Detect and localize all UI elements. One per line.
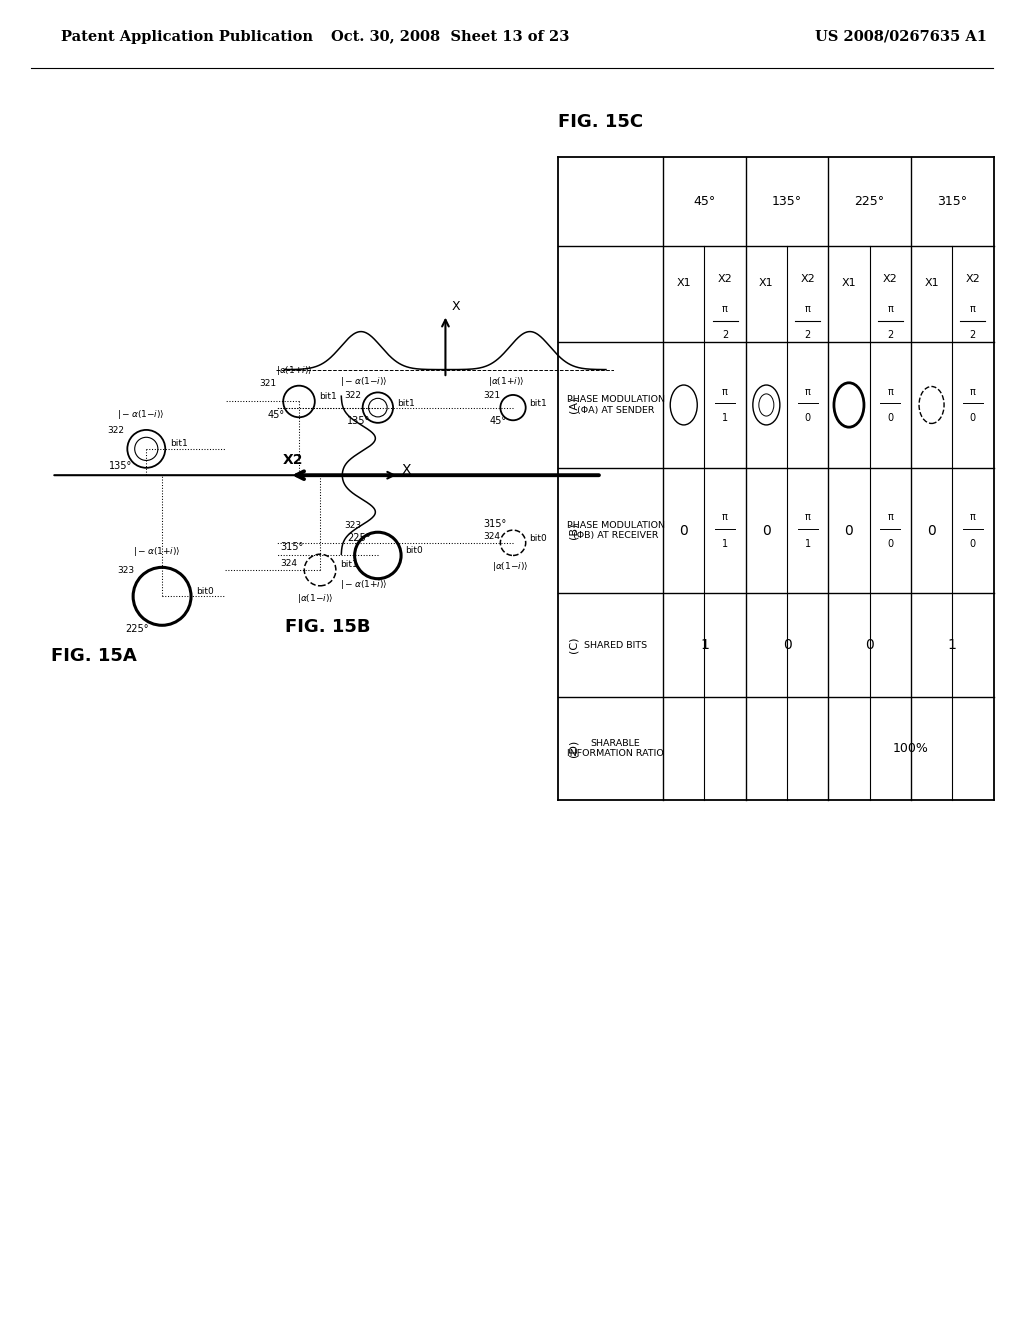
Text: PHASE MODULATION
(ΦB) AT RECEIVER: PHASE MODULATION (ΦB) AT RECEIVER <box>566 521 665 540</box>
Text: 225°: 225° <box>855 195 885 209</box>
Text: 315°: 315° <box>937 195 968 209</box>
Text: 0: 0 <box>805 413 811 424</box>
Text: π: π <box>970 387 976 397</box>
Text: SHARABLE
INFORMATION RATIO: SHARABLE INFORMATION RATIO <box>567 739 664 759</box>
Text: $|-\alpha(1{+}i)\rangle$: $|-\alpha(1{+}i)\rangle$ <box>133 545 180 558</box>
Text: 0: 0 <box>970 413 976 424</box>
Text: 225°: 225° <box>347 533 371 543</box>
Text: X2: X2 <box>966 275 980 284</box>
Text: X2: X2 <box>801 275 815 284</box>
Text: 1: 1 <box>948 638 956 652</box>
Text: 324: 324 <box>483 532 501 541</box>
Text: 322: 322 <box>106 426 124 436</box>
Text: X2: X2 <box>283 453 303 467</box>
Text: X: X <box>452 300 461 313</box>
Text: bit0: bit0 <box>529 533 547 543</box>
Text: 2: 2 <box>887 330 893 339</box>
Text: $|-\alpha(1{-}i)\rangle$: $|-\alpha(1{-}i)\rangle$ <box>340 375 387 388</box>
Text: X2: X2 <box>883 275 898 284</box>
Text: 321: 321 <box>259 379 276 388</box>
Text: bit0: bit0 <box>406 546 423 556</box>
Text: US 2008/0267635 A1: US 2008/0267635 A1 <box>815 29 987 44</box>
Text: (A): (A) <box>569 397 579 413</box>
Text: 1: 1 <box>722 413 728 424</box>
Text: $|-\alpha(1{-}i)\rangle$: $|-\alpha(1{-}i)\rangle$ <box>118 408 165 421</box>
Text: 0: 0 <box>887 539 893 549</box>
Text: 0: 0 <box>887 413 893 424</box>
Text: 45°: 45° <box>693 195 716 209</box>
Text: bit1: bit1 <box>319 392 337 401</box>
Text: 323: 323 <box>344 521 361 531</box>
Text: $|\alpha(1{-}i)\rangle$: $|\alpha(1{-}i)\rangle$ <box>297 591 333 605</box>
Text: 225°: 225° <box>125 624 148 634</box>
Text: X1: X1 <box>842 279 856 288</box>
Text: 45°: 45° <box>267 411 285 420</box>
Text: π: π <box>888 512 893 523</box>
Text: $|\alpha(1{+}i)\rangle$: $|\alpha(1{+}i)\rangle$ <box>275 363 312 376</box>
Text: bit0: bit0 <box>197 586 214 595</box>
Text: 321: 321 <box>483 391 501 400</box>
Text: 135°: 135° <box>347 416 371 425</box>
Text: (C): (C) <box>569 638 579 653</box>
Text: (B): (B) <box>569 523 579 539</box>
Text: 2: 2 <box>970 330 976 339</box>
Text: 323: 323 <box>118 566 134 574</box>
Text: SHARED BITS: SHARED BITS <box>584 640 647 649</box>
Text: 0: 0 <box>927 524 936 537</box>
Text: $|\alpha(1{+}i)\rangle$: $|\alpha(1{+}i)\rangle$ <box>487 375 524 388</box>
Text: FIG. 15C: FIG. 15C <box>558 114 643 132</box>
Text: FIG. 15B: FIG. 15B <box>285 618 371 636</box>
Text: bit1: bit1 <box>170 440 187 449</box>
Text: 1: 1 <box>700 638 709 652</box>
Text: 0: 0 <box>845 524 853 537</box>
Text: $|\alpha(1{-}i)\rangle$: $|\alpha(1{-}i)\rangle$ <box>492 560 528 573</box>
Text: PHASE MODULATION
(ΦA) AT SENDER: PHASE MODULATION (ΦA) AT SENDER <box>566 395 665 414</box>
Text: 0: 0 <box>865 638 873 652</box>
Text: bit1: bit1 <box>529 399 547 408</box>
Text: 1: 1 <box>722 539 728 549</box>
Text: 315°: 315° <box>281 543 304 552</box>
Text: π: π <box>970 304 976 314</box>
Text: 45°: 45° <box>489 416 507 425</box>
Text: 324: 324 <box>281 558 298 568</box>
Text: π: π <box>805 387 811 397</box>
Text: 0: 0 <box>679 524 688 537</box>
Text: 0: 0 <box>970 539 976 549</box>
Text: $|-\alpha(1{+}i)\rangle$: $|-\alpha(1{+}i)\rangle$ <box>340 578 387 591</box>
Text: 315°: 315° <box>483 519 507 529</box>
Text: 322: 322 <box>344 391 361 400</box>
Text: 1: 1 <box>805 539 811 549</box>
Text: X1: X1 <box>925 279 939 288</box>
Text: π: π <box>722 512 728 523</box>
Text: π: π <box>888 304 893 314</box>
Text: π: π <box>722 387 728 397</box>
Text: π: π <box>970 512 976 523</box>
Text: 2: 2 <box>722 330 728 339</box>
Text: 135°: 135° <box>772 195 802 209</box>
Text: 0: 0 <box>782 638 792 652</box>
Text: 0: 0 <box>762 524 771 537</box>
Text: Patent Application Publication: Patent Application Publication <box>61 29 313 44</box>
Text: π: π <box>888 387 893 397</box>
Text: 135°: 135° <box>110 461 133 471</box>
Text: X2: X2 <box>718 275 732 284</box>
Text: X: X <box>401 463 412 477</box>
Text: π: π <box>722 304 728 314</box>
Text: FIG. 15A: FIG. 15A <box>51 647 137 665</box>
Text: π: π <box>805 512 811 523</box>
Text: 100%: 100% <box>893 742 929 755</box>
Text: X1: X1 <box>759 279 774 288</box>
Text: bit1: bit1 <box>397 399 415 408</box>
Text: 2: 2 <box>805 330 811 339</box>
Text: X1: X1 <box>677 279 691 288</box>
Text: bit1: bit1 <box>340 561 357 569</box>
Text: π: π <box>805 304 811 314</box>
Text: (D): (D) <box>569 741 579 758</box>
Text: Oct. 30, 2008  Sheet 13 of 23: Oct. 30, 2008 Sheet 13 of 23 <box>332 29 569 44</box>
